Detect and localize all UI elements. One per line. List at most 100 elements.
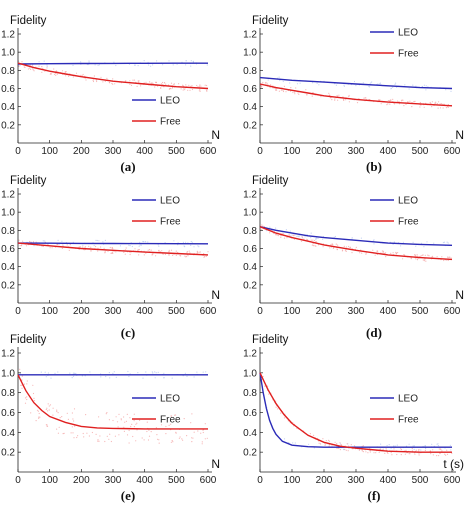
noise-point-leo [95, 239, 97, 241]
noise-point-free [19, 245, 21, 247]
noise-point-free [106, 77, 108, 79]
noise-point-leo [57, 371, 59, 373]
noise-point-leo [351, 237, 353, 239]
noise-point-free [172, 86, 174, 89]
noise-point-leo [131, 245, 133, 248]
noise-point-free [111, 251, 113, 253]
series-line-free [17, 242, 209, 256]
noise-point-leo [294, 234, 296, 236]
noise-point-free [343, 99, 345, 101]
noise-point-free [415, 258, 417, 260]
noise-point-free [393, 448, 395, 450]
noise-point-free [186, 251, 188, 254]
noise-point-leo [395, 82, 397, 84]
noise-point-free [110, 440, 112, 443]
noise-point-free [314, 239, 316, 242]
x-tick-label: 100 [41, 475, 58, 486]
noise-point-free [345, 250, 347, 252]
x-tick-label: 300 [348, 475, 365, 486]
noise-point-free [403, 105, 405, 107]
noise-point-free [143, 439, 145, 441]
noise-point-free [29, 64, 31, 66]
noise-point-free [334, 99, 336, 101]
y-tick-label: 0.8 [1, 66, 15, 77]
series-line-free [259, 83, 453, 107]
noise-point-leo [388, 444, 390, 446]
x-tick-label: 200 [73, 306, 90, 317]
noise-point-free [264, 385, 266, 387]
noise-point-free [380, 103, 382, 105]
noise-point-leo [379, 83, 381, 85]
noise-point-leo [33, 245, 35, 247]
x-tick-label: 500 [412, 475, 429, 486]
noise-point-leo [423, 246, 425, 248]
noise-point-free [343, 245, 345, 247]
noise-point-free [332, 247, 334, 249]
noise-point-free [130, 252, 132, 254]
noise-point-free [206, 89, 208, 91]
noise-point-leo [61, 240, 63, 242]
noise-point-leo [353, 80, 356, 83]
noise-point-free [74, 425, 76, 427]
noise-point-free [92, 80, 95, 83]
noise-point-leo [154, 377, 156, 379]
noise-point-free [21, 384, 23, 386]
series-line-free [17, 62, 209, 90]
noise-point-free [160, 83, 163, 85]
noise-point-leo [394, 445, 396, 447]
noise-point-free [324, 444, 326, 446]
noise-point-free [193, 431, 195, 433]
noise-point-free [339, 449, 341, 451]
noise-point-leo [362, 82, 364, 84]
noise-point-free [69, 244, 71, 246]
noise-point-free [151, 253, 153, 255]
noise-point-free [331, 445, 333, 447]
noise-point-free [99, 435, 101, 437]
noise-point-free [188, 250, 190, 252]
noise-point-free [90, 250, 92, 252]
noise-point-leo [171, 377, 173, 379]
noise-point-free [320, 96, 322, 98]
y-axis-label: Fidelity [10, 175, 47, 187]
noise-point-free [180, 88, 182, 90]
noise-point-free [387, 103, 389, 105]
noise-point-free [22, 240, 24, 242]
noise-point-leo [128, 244, 130, 246]
noise-point-free [276, 89, 278, 91]
noise-point-free [65, 75, 67, 77]
noise-point-free [179, 436, 181, 438]
noise-point-free [24, 402, 27, 404]
noise-point-free [107, 250, 109, 252]
noise-point-free [386, 451, 388, 453]
noise-point-free [42, 245, 45, 247]
noise-point-leo [436, 443, 438, 445]
noise-point-free [135, 423, 137, 425]
noise-point-free [416, 258, 418, 260]
noise-point-leo [380, 443, 382, 445]
noise-point-free [48, 409, 50, 411]
noise-point-leo [127, 370, 129, 373]
noise-point-free [93, 75, 95, 77]
noise-point-free [98, 440, 100, 442]
noise-point-free [147, 439, 150, 441]
noise-point-free [427, 254, 429, 256]
noise-point-leo [423, 84, 425, 86]
y-tick-label: 0.6 [1, 244, 15, 255]
noise-point-free [154, 86, 156, 88]
noise-point-free [132, 435, 134, 438]
noise-point-free [389, 99, 391, 101]
noise-point-leo [81, 375, 83, 377]
noise-point-free [49, 404, 52, 406]
noise-point-free [111, 252, 113, 254]
noise-point-free [158, 439, 160, 441]
noise-point-free [62, 433, 64, 435]
noise-point-free [124, 421, 126, 423]
noise-point-leo [400, 245, 402, 247]
noise-point-free [112, 78, 114, 80]
noise-point-free [136, 429, 138, 431]
noise-point-free [275, 406, 277, 408]
noise-point-free [351, 252, 353, 254]
noise-point-free [82, 246, 84, 248]
y-tick-label: 0.8 [243, 388, 257, 399]
noise-point-free [55, 72, 57, 75]
